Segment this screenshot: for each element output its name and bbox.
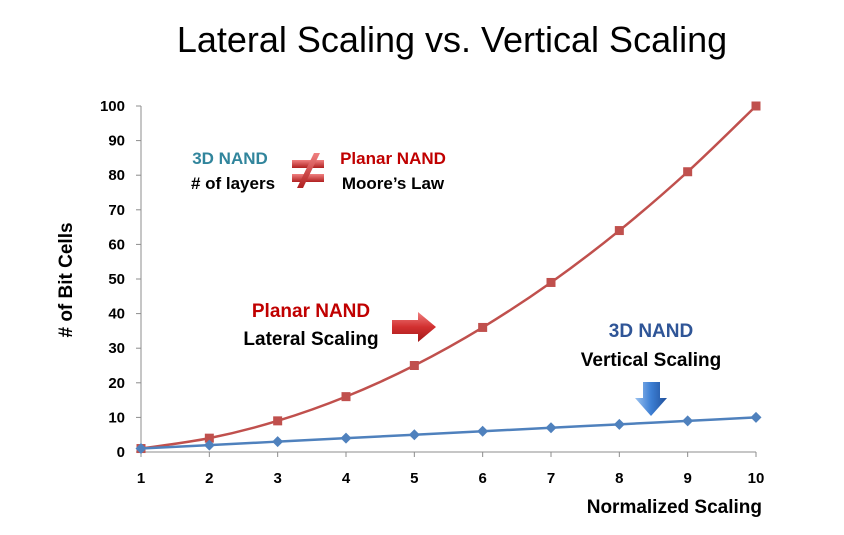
box-3d-nand: 3D NAND [192, 149, 268, 168]
x-tick-label: 2 [205, 470, 213, 487]
planar-nand-label: Planar NAND [252, 301, 370, 322]
x-ticks: 1 2 3 4 5 6 7 8 9 10 [137, 452, 765, 487]
x-tick-label: 5 [410, 470, 418, 487]
y-tick-label: 60 [108, 236, 125, 253]
x-tick-label: 1 [137, 470, 145, 487]
box-moores-law: Moore’s Law [342, 174, 445, 193]
series-1-point [750, 411, 762, 423]
series-1-point [272, 436, 284, 448]
x-tick-label: 10 [748, 470, 765, 487]
y-axis-title: # of Bit Cells [56, 222, 77, 337]
vertical-scaling-label: Vertical Scaling [581, 350, 721, 371]
x-tick-label: 8 [615, 470, 623, 487]
x-tick-label: 9 [683, 470, 691, 487]
chart-title: Lateral Scaling vs. Vertical Scaling [177, 19, 727, 60]
y-ticks: 0 10 20 30 40 50 60 70 80 90 100 [100, 98, 141, 461]
series-1-point [477, 425, 489, 437]
y-tick-label: 100 [100, 98, 125, 115]
series-1-point [613, 418, 625, 430]
x-axis-title: Normalized Scaling [587, 497, 762, 518]
box-layers: # of layers [191, 174, 275, 193]
series-1-point [135, 443, 147, 455]
series-0-point [683, 167, 693, 177]
y-tick-label: 30 [108, 340, 125, 357]
series-0-point [273, 416, 283, 426]
down-arrow-icon [635, 382, 667, 416]
planar-annotation: Planar NAND Lateral Scaling [243, 301, 436, 350]
y-tick-label: 40 [108, 306, 125, 323]
y-tick-label: 20 [108, 375, 125, 392]
series-0-point [614, 226, 624, 236]
y-tick-label: 90 [108, 133, 125, 150]
series-0-point [478, 322, 488, 332]
series-0-point [751, 101, 761, 111]
right-arrow-icon [392, 312, 436, 342]
series-layer [135, 101, 762, 455]
y-tick-label: 80 [108, 167, 125, 184]
series-0-point [204, 433, 214, 443]
3d-nand-label: 3D NAND [609, 321, 693, 342]
series-1-point [203, 439, 215, 451]
comparison-box: 3D NAND # of layers Planar NAND Moore’s … [191, 149, 446, 193]
series-1-line [140, 416, 757, 450]
y-tick-label: 50 [108, 271, 125, 288]
y-tick-label: 70 [108, 202, 125, 219]
series-0-point [341, 392, 351, 402]
x-tick-label: 4 [342, 470, 351, 487]
y-tick-label: 0 [117, 444, 125, 461]
x-tick-label: 3 [273, 470, 281, 487]
series-1-point [682, 415, 694, 427]
series-0-line [140, 105, 757, 450]
series-1-point [545, 422, 557, 434]
vertical-annotation: 3D NAND Vertical Scaling [581, 321, 721, 416]
x-tick-label: 6 [478, 470, 486, 487]
series-0-point [546, 277, 556, 287]
series-0-point [409, 361, 419, 370]
box-planar-nand: Planar NAND [340, 149, 446, 168]
y-tick-label: 10 [108, 409, 125, 426]
series-1-point [408, 429, 420, 441]
series-1-point [340, 432, 352, 444]
not-equal-icon [292, 153, 324, 188]
x-tick-label: 7 [547, 470, 555, 487]
lateral-scaling-label: Lateral Scaling [243, 329, 378, 350]
